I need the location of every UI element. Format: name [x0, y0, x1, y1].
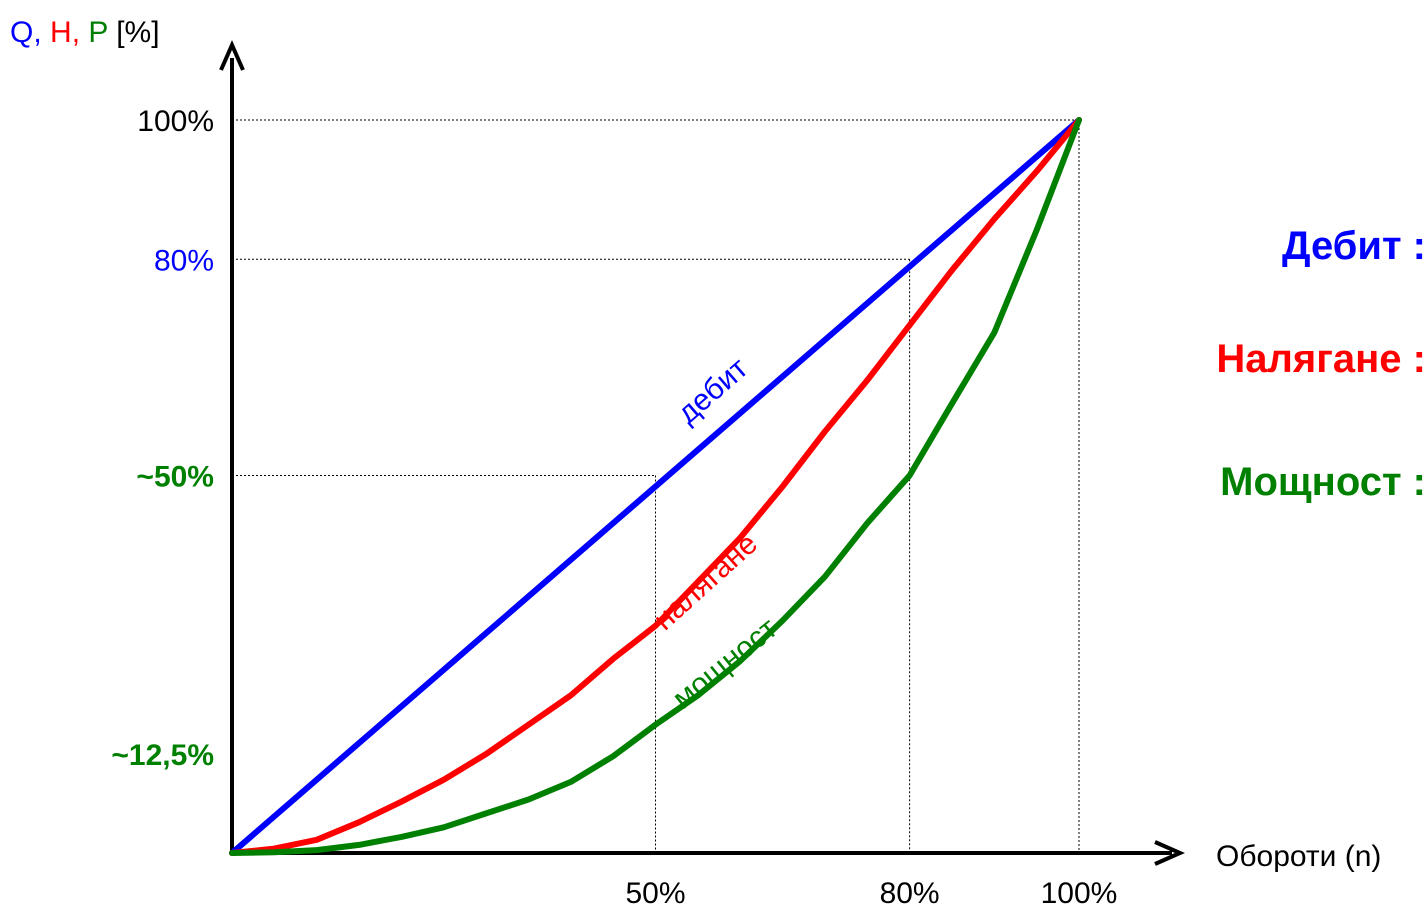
axes: [219, 40, 1185, 866]
series-line-мощност: [229, 117, 1082, 856]
y-axis-title-part: ,: [72, 16, 80, 49]
x-tick-labels: 50% 80% 100%: [625, 877, 1117, 910]
y-tick-label: 80%: [154, 244, 214, 277]
legend-item: Налягане :: [1216, 337, 1424, 381]
y-axis-arrowhead: [219, 40, 245, 71]
legend-item: Мощност :: [1220, 460, 1424, 504]
y-tick-label: ~12,5%: [111, 739, 214, 772]
y-tick-labels: 100% 80% ~50% ~12,5%: [111, 105, 214, 772]
curve-label: налягане: [647, 527, 764, 637]
y-tick-label: ~50%: [136, 461, 214, 494]
y-tick-label: 100%: [137, 105, 214, 138]
y-axis-title-part: [%]: [116, 16, 159, 49]
y-axis-title-part: ,: [33, 16, 41, 49]
series-line-налягане: [229, 117, 1082, 856]
y-axis-title-part: Q: [10, 16, 33, 49]
y-axis-title-part: H: [50, 16, 72, 49]
x-tick-label: 100%: [1041, 877, 1118, 910]
x-axis-arrowhead: [1154, 840, 1185, 866]
x-tick-label: 80%: [880, 877, 940, 910]
legend-item: Дебит :: [1282, 224, 1424, 268]
x-tick-label: 50%: [625, 877, 685, 910]
series-line-дебит: [229, 117, 1082, 856]
y-axis-title: Q, H, P [%]: [10, 16, 160, 49]
y-axis-title-part: P: [88, 16, 107, 49]
x-axis-title: Обороти (n): [1216, 840, 1381, 873]
series-group: [229, 117, 1082, 856]
curve-label: мощност: [666, 612, 783, 716]
legend: Дебит : Налягане : Мощност :: [1216, 224, 1424, 504]
guide-lines: [232, 119, 1080, 853]
curve-label: дебит: [671, 351, 754, 430]
